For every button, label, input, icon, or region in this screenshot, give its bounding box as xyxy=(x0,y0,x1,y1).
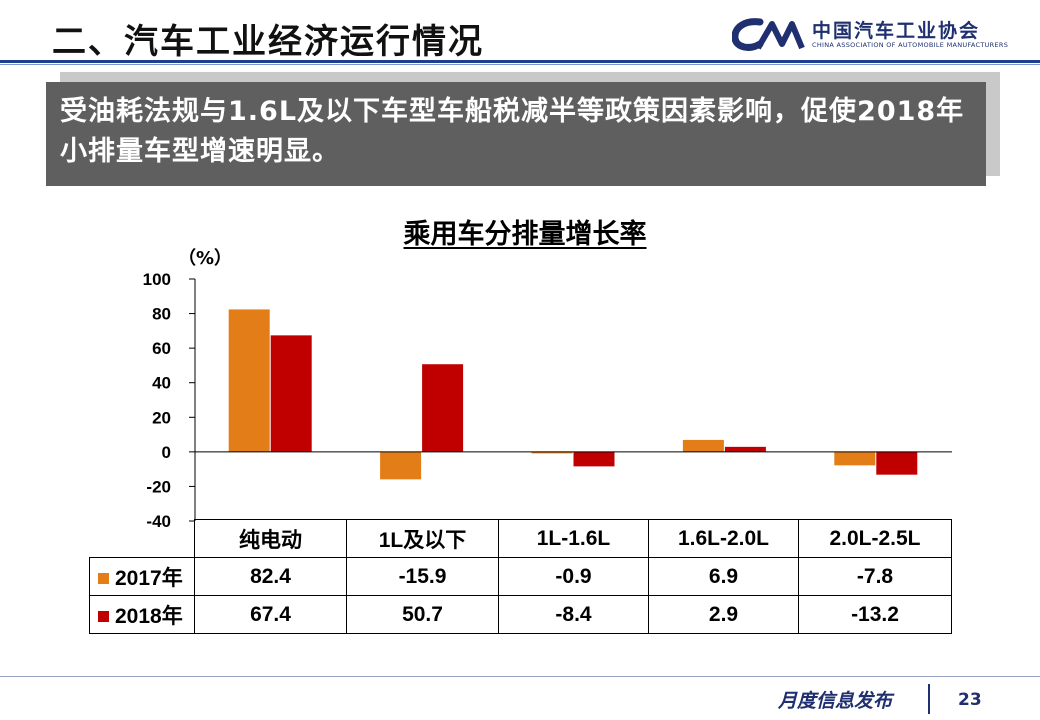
legend-2017: 2017年 xyxy=(89,557,195,596)
caam-logo-icon xyxy=(732,18,805,51)
footer-label: 月度信息发布 xyxy=(778,690,893,712)
table-row-2017: 2017年 82.4 -15.9 -0.9 6.9 -7.8 xyxy=(89,557,952,596)
legend-key-2018 xyxy=(98,611,109,623)
table-cell: 82.4 xyxy=(194,557,347,596)
table-header-cell: 纯电动 xyxy=(194,519,347,558)
legend-key-2017 xyxy=(98,573,109,585)
table-header-cell: 1L-1.6L xyxy=(498,519,649,558)
y-tick-label: -20 xyxy=(146,477,171,496)
table-cell: -0.9 xyxy=(498,557,649,596)
y-tick-label: 0 xyxy=(162,443,171,462)
logo-english-name: CHINA ASSOCIATION OF AUTOMOBILE MANUFACT… xyxy=(812,41,1009,49)
bar-2017 xyxy=(682,439,724,452)
table-cell: 67.4 xyxy=(194,595,347,634)
table-cell: -13.2 xyxy=(798,595,952,634)
title-divider xyxy=(0,60,1040,63)
chart-title: 乘用车分排量增长率 xyxy=(403,219,647,250)
y-tick-label: 40 xyxy=(152,374,171,393)
bar-2017 xyxy=(531,451,573,454)
y-axis-unit-label: （%） xyxy=(178,248,233,269)
caam-logo: 中国汽车工业协会 CHINA ASSOCIATION OF AUTOMOBILE… xyxy=(732,14,1008,58)
table-cell: -7.8 xyxy=(798,557,952,596)
page-number: 23 xyxy=(958,690,982,710)
table-corner xyxy=(89,519,195,558)
bar-2017 xyxy=(380,451,422,480)
table-header-cell: 2.0L-2.5L xyxy=(798,519,952,558)
bar-2018 xyxy=(422,364,464,452)
table-cell: 2.9 xyxy=(648,595,799,634)
title-divider-thin xyxy=(0,64,1040,65)
y-tick-label: 20 xyxy=(152,408,171,427)
table-cell: -15.9 xyxy=(346,557,499,596)
page-title: 二、汽车工业经济运行情况 xyxy=(52,22,484,62)
bar-2018 xyxy=(573,451,615,467)
data-table: 纯电动 1L及以下 1L-1.6L 1.6L-2.0L 2.0L-2.5L 20… xyxy=(89,519,952,634)
logo-chinese-name: 中国汽车工业协会 xyxy=(812,20,981,42)
bar-2017 xyxy=(834,451,876,466)
table-cell: -8.4 xyxy=(498,595,649,634)
y-tick-label: 80 xyxy=(152,305,171,324)
y-tick-label: 100 xyxy=(143,270,171,289)
table-header-cell: 1.6L-2.0L xyxy=(648,519,799,558)
legend-label-2017: 2017年 xyxy=(115,566,183,590)
legend-label-2018: 2018年 xyxy=(115,604,183,628)
y-tick-label: 60 xyxy=(152,339,171,358)
bar-2018 xyxy=(270,335,312,452)
table-cell: 6.9 xyxy=(648,557,799,596)
footer-separator xyxy=(928,684,930,714)
bar-2018 xyxy=(876,451,918,475)
key-message-banner: 受油耗法规与1.6L及以下车型车船税减半等政策因素影响，促使2018年小排量车型… xyxy=(46,82,986,186)
table-header-cell: 1L及以下 xyxy=(346,519,499,558)
table-row-2018: 2018年 67.4 50.7 -8.4 2.9 -13.2 xyxy=(89,595,952,634)
bar-2017 xyxy=(228,309,270,452)
table-header-row: 纯电动 1L及以下 1L-1.6L 1.6L-2.0L 2.0L-2.5L xyxy=(89,519,952,558)
bar-2018 xyxy=(724,446,766,452)
footer-divider xyxy=(0,676,1040,677)
table-cell: 50.7 xyxy=(346,595,499,634)
legend-2018: 2018年 xyxy=(89,595,195,634)
